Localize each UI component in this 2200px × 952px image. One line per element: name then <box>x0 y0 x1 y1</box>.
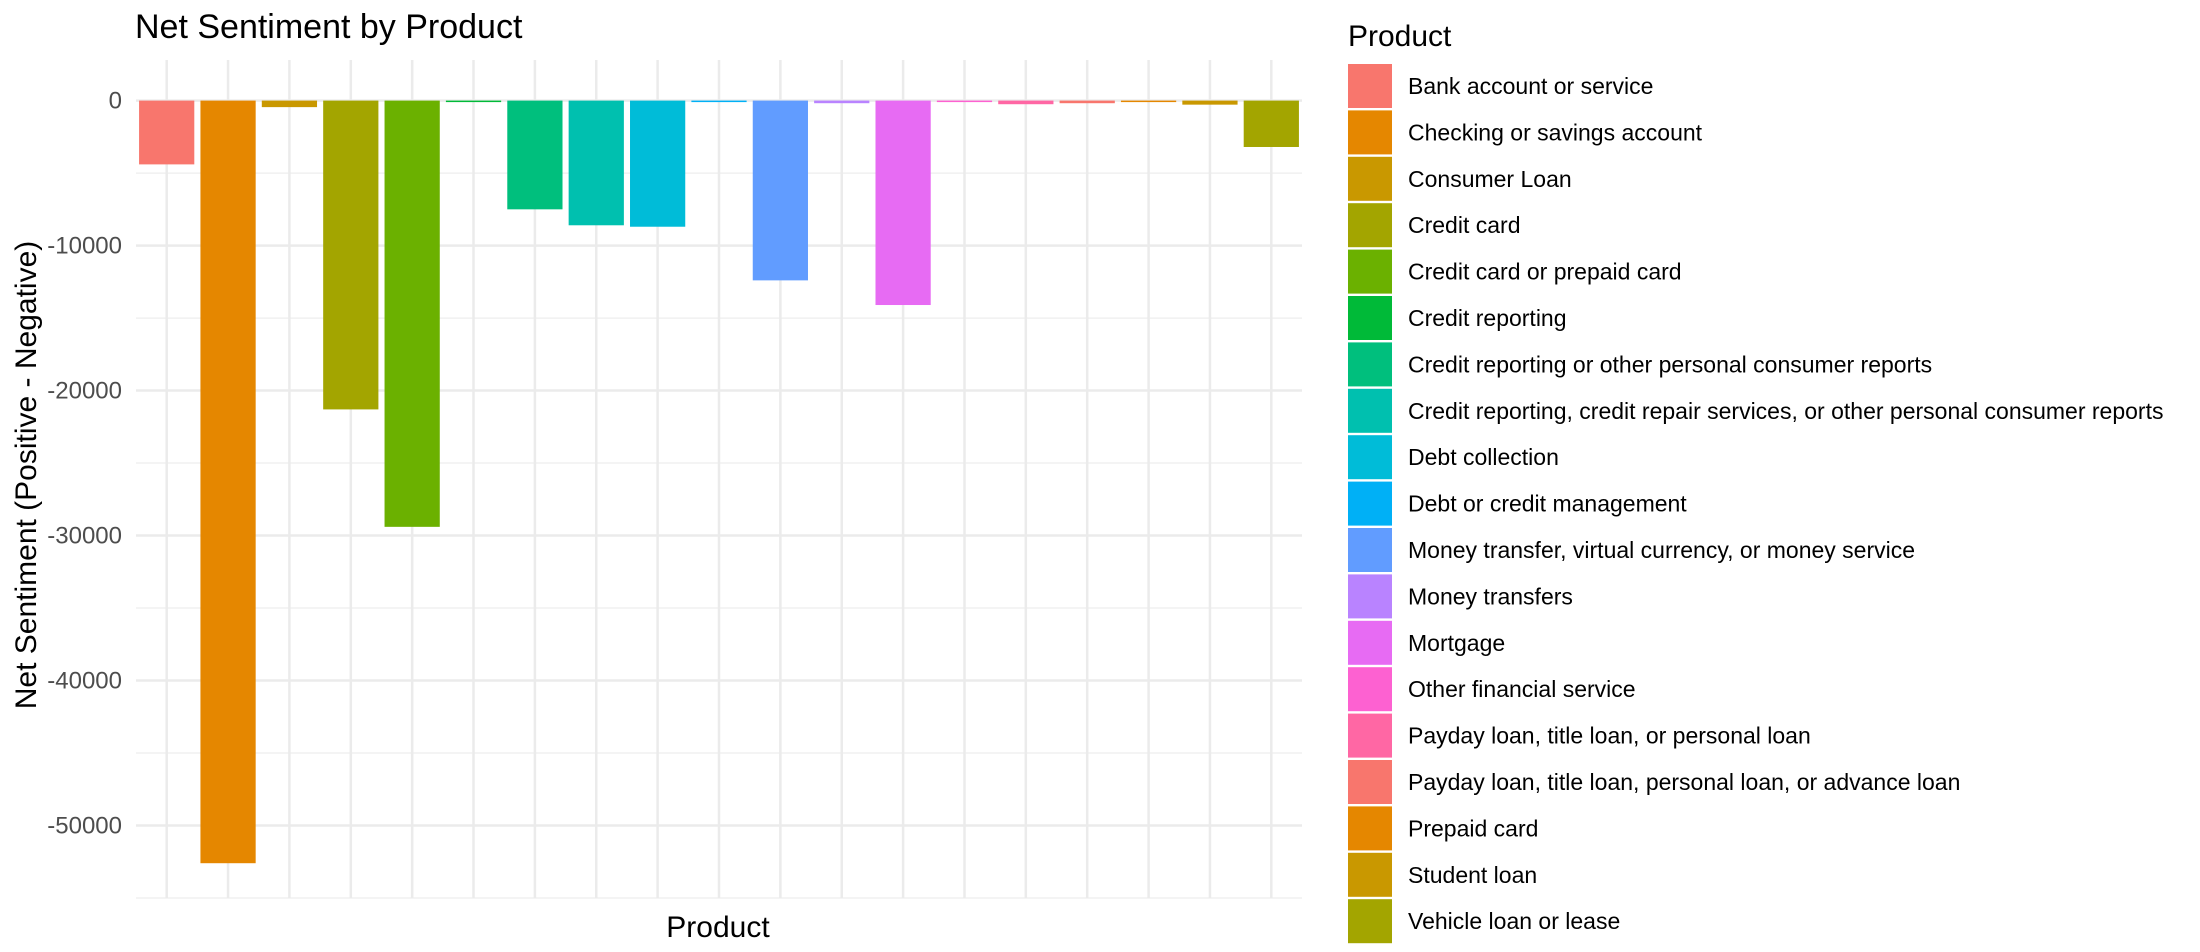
legend-key <box>1348 435 1392 480</box>
legend-key <box>1348 667 1392 712</box>
legend-key <box>1348 574 1392 619</box>
legend-label: Consumer Loan <box>1408 166 1572 192</box>
legend-key <box>1348 481 1392 526</box>
legend-key <box>1348 64 1392 108</box>
legend-key <box>1348 342 1392 387</box>
legend-label: Money transfer, virtual currency, or mon… <box>1408 537 1915 563</box>
legend-label: Credit reporting, credit repair services… <box>1408 398 2164 424</box>
legend-label: Vehicle loan or lease <box>1408 908 1620 934</box>
bar <box>568 100 624 226</box>
bar <box>384 100 440 527</box>
legend-title: Product <box>1348 20 1452 53</box>
legend-label: Credit card <box>1408 212 1520 238</box>
legend-key <box>1348 760 1392 804</box>
bar <box>1059 100 1115 104</box>
legend-label: Credit reporting <box>1408 305 1567 331</box>
bar <box>139 100 195 165</box>
bar <box>323 100 379 410</box>
bar <box>936 100 993 103</box>
legend-label: Checking or savings account <box>1408 119 1703 145</box>
legend: Bank account or service Checking or savin… <box>1348 64 2164 944</box>
legend-label: Credit reporting or other personal consu… <box>1408 351 1932 377</box>
legend-key <box>1348 620 1392 665</box>
y-axis-ticks: 0 -10000 -20000 -30000 -40000 -50000 <box>47 88 122 840</box>
legend-label: Bank account or service <box>1408 73 1653 99</box>
legend-key <box>1348 388 1392 433</box>
bar <box>1120 100 1177 103</box>
legend-key <box>1348 203 1392 248</box>
bar <box>1182 100 1238 105</box>
legend-label: Money transfers <box>1408 583 1573 609</box>
grid <box>136 60 1302 899</box>
legend-label: Other financial service <box>1408 676 1636 702</box>
legend-label: Debt collection <box>1408 444 1559 470</box>
bars <box>139 100 1299 864</box>
legend-label: Debt or credit management <box>1408 491 1687 517</box>
legend-label: Prepaid card <box>1408 815 1538 841</box>
y-tick-label: -10000 <box>47 233 122 260</box>
chart-title: Net Sentiment by Product <box>135 8 523 46</box>
legend-key <box>1348 899 1392 944</box>
legend-key <box>1348 806 1392 851</box>
legend-key <box>1348 110 1392 155</box>
x-axis-title: Product <box>666 911 770 944</box>
bar <box>445 100 502 103</box>
bar <box>752 100 808 281</box>
legend-label: Student loan <box>1408 862 1537 888</box>
bar <box>814 100 870 104</box>
legend-key <box>1348 852 1392 897</box>
legend-label: Credit card or prepaid card <box>1408 259 1682 285</box>
bar <box>1243 100 1299 147</box>
legend-key <box>1348 713 1392 758</box>
y-tick-label: -40000 <box>47 668 122 695</box>
legend-label: Payday loan, title loan, or personal loa… <box>1408 723 1811 749</box>
y-axis-title: Net Sentiment (Positive - Negative) <box>10 241 43 710</box>
legend-label: Payday loan, title loan, personal loan, … <box>1408 769 1960 795</box>
bar <box>507 100 563 210</box>
bar <box>630 100 686 227</box>
y-tick-label: -30000 <box>47 523 122 550</box>
bar <box>998 100 1054 105</box>
bar <box>200 100 256 864</box>
legend-key <box>1348 156 1392 201</box>
y-tick-label: 0 <box>109 88 122 115</box>
bar <box>261 100 318 108</box>
bar <box>875 100 931 306</box>
legend-label: Mortgage <box>1408 630 1505 656</box>
legend-key <box>1348 296 1392 340</box>
legend-key <box>1348 528 1392 572</box>
y-tick-label: -50000 <box>47 813 122 840</box>
legend-key <box>1348 249 1392 294</box>
bar <box>691 100 747 103</box>
y-tick-label: -20000 <box>47 378 122 405</box>
